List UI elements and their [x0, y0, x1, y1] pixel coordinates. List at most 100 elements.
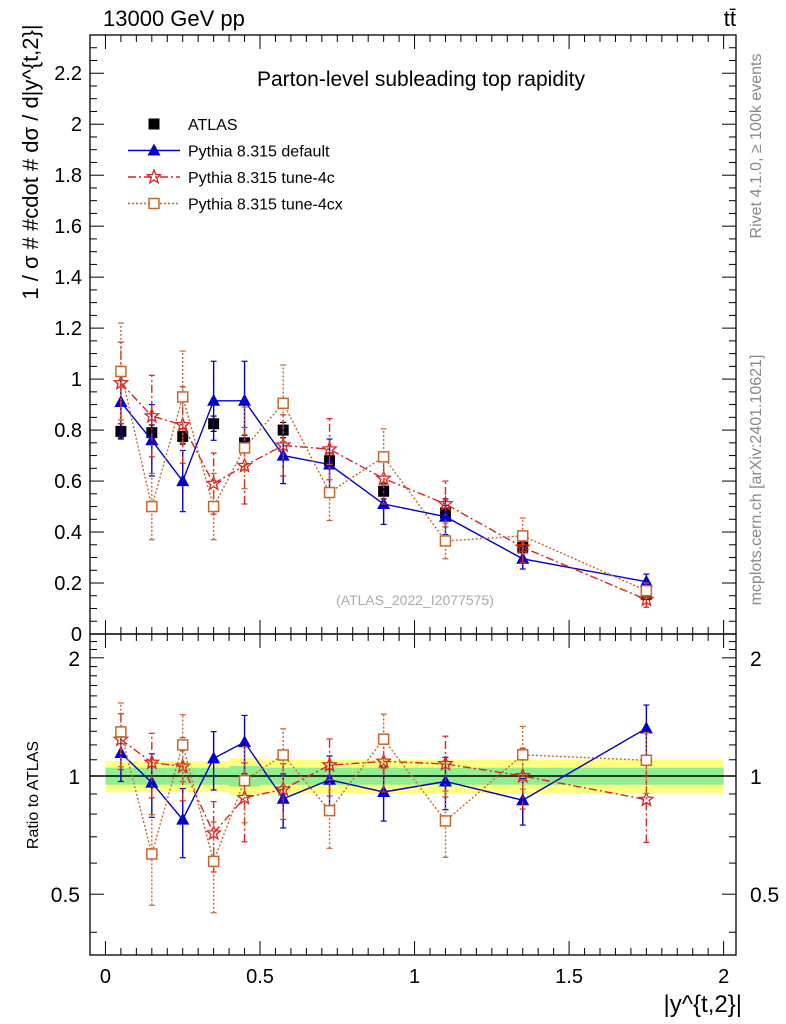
x-tick-label: 1 [409, 966, 420, 988]
ratio-point [176, 739, 189, 751]
x-tick-label: 0 [100, 966, 111, 988]
data-point [207, 500, 220, 513]
x-tick-label: 1.5 [555, 966, 583, 988]
data-point [177, 430, 189, 442]
legend-label: Pythia 8.315 tune-4c [188, 170, 335, 187]
watermark: (ATLAS_2022_I2077575) [336, 592, 494, 608]
data-point [377, 451, 390, 463]
ratio-y-tick-label-right: 2 [750, 648, 762, 671]
ratio-y-tick-label: 0.5 [51, 884, 80, 907]
data-point [639, 574, 653, 587]
x-tick-label: 0.5 [246, 966, 274, 988]
ratio-point [377, 733, 390, 745]
y-tick-label: 2.2 [54, 63, 82, 85]
ratio-y-tick-label: 2 [68, 648, 80, 671]
ratio-y-tick-label: 1 [68, 766, 80, 789]
ratio-point [640, 754, 653, 767]
data-point [514, 538, 532, 555]
legend-entry-3: Pythia 8.315 tune-4cx [128, 197, 343, 214]
ratio-y-tick-label-right: 0.5 [750, 884, 779, 907]
ratio-line-2 [120, 738, 647, 835]
rivet-label: Rivet 4.1.0, ≥ 100k events [748, 54, 765, 239]
ratio-point [143, 753, 161, 770]
legend-label: Pythia 8.315 tune-4cx [188, 197, 343, 214]
y-tick-label: 1.2 [54, 318, 82, 340]
main-plot-area [112, 322, 655, 608]
y-tick-label: 1.4 [54, 267, 82, 289]
ratio-point [321, 756, 338, 773]
y-tick-label: 1.6 [54, 216, 82, 238]
energy-label: 13000 GeV pp [103, 6, 245, 31]
data-point [236, 456, 253, 473]
data-point [375, 469, 393, 486]
data-point [176, 391, 189, 403]
legend-label: Pythia 8.315 default [188, 144, 330, 161]
ratio-point [639, 721, 653, 734]
data-point [238, 442, 251, 454]
y-tick-label: 1 [71, 369, 82, 391]
ratio-point [238, 735, 252, 748]
ratio-point [516, 793, 530, 806]
data-point [143, 407, 161, 424]
ratio-point [439, 815, 452, 827]
series-line-2 [120, 382, 647, 601]
ratio-point [274, 780, 292, 797]
y-tick-label: 0.6 [54, 471, 82, 493]
y-tick-label: 0.4 [54, 522, 82, 544]
ratio-point [176, 812, 190, 825]
data-point [238, 393, 252, 406]
y-tick-label: 0.2 [54, 573, 82, 595]
ratio-point [238, 774, 251, 787]
data-point [321, 440, 338, 457]
data-point [640, 584, 653, 597]
legend-entry-0: ATLAS [148, 117, 238, 134]
ratio-series-3 [115, 702, 653, 914]
data-point [207, 393, 221, 406]
legend-entry-1: Pythia 8.315 default [128, 143, 330, 161]
ratio-point [323, 804, 336, 817]
ratio-panel: 0 0.5 1 1.5 2 0.5 0.5 1 1 2 2 [51, 633, 779, 988]
legend: ATLAS Pythia 8.315 default Pythia 8.315 tu… [128, 117, 343, 214]
process-label: tt̄ [724, 6, 736, 31]
data-point [176, 474, 190, 487]
legend-marker [145, 168, 163, 185]
ratio-point [437, 755, 454, 772]
data-point [274, 436, 292, 453]
ratio-y-axis-label: Ratio to ATLAS [25, 741, 42, 849]
mcplots-label: mcplots.cern.ch [arXiv:2401.10621] [748, 355, 765, 606]
ratio-y-tick-label-right: 1 [750, 766, 762, 789]
chart-title: Parton-level subleading top rapidity [257, 68, 586, 91]
x-tick-label: 2 [718, 966, 729, 988]
legend-marker [148, 197, 160, 210]
legend-label: ATLAS [188, 117, 238, 134]
y-tick-label: 0.8 [54, 420, 82, 442]
ratio-point [207, 855, 220, 868]
ratio-point [207, 751, 221, 764]
ratio-point [516, 749, 529, 761]
ratio-point [514, 767, 532, 784]
data-point [516, 530, 529, 542]
ratio-point [115, 726, 127, 738]
y-axis-label: 1 / σ # #cdot # dσ / d|y^{t,2}| [18, 24, 43, 299]
data-point [439, 535, 452, 547]
data-point [146, 500, 158, 513]
data-point [437, 495, 454, 512]
data-point [115, 365, 127, 378]
ratio-point [637, 790, 655, 807]
ratio-plot-area [90, 702, 736, 914]
x-axis-label: |y^{t,2}| [664, 991, 742, 1018]
y-tick-label: 1.8 [54, 165, 82, 187]
data-point [323, 486, 336, 499]
y-tick-label: 2 [71, 114, 82, 136]
data-point [277, 397, 289, 410]
ratio-point [146, 848, 158, 860]
data-point [637, 590, 655, 607]
legend-marker [148, 118, 160, 130]
ratio-point [277, 749, 289, 761]
ratio-frame [89, 633, 737, 956]
legend-marker [147, 143, 161, 156]
series-3 [115, 322, 653, 599]
data-point [174, 416, 192, 433]
